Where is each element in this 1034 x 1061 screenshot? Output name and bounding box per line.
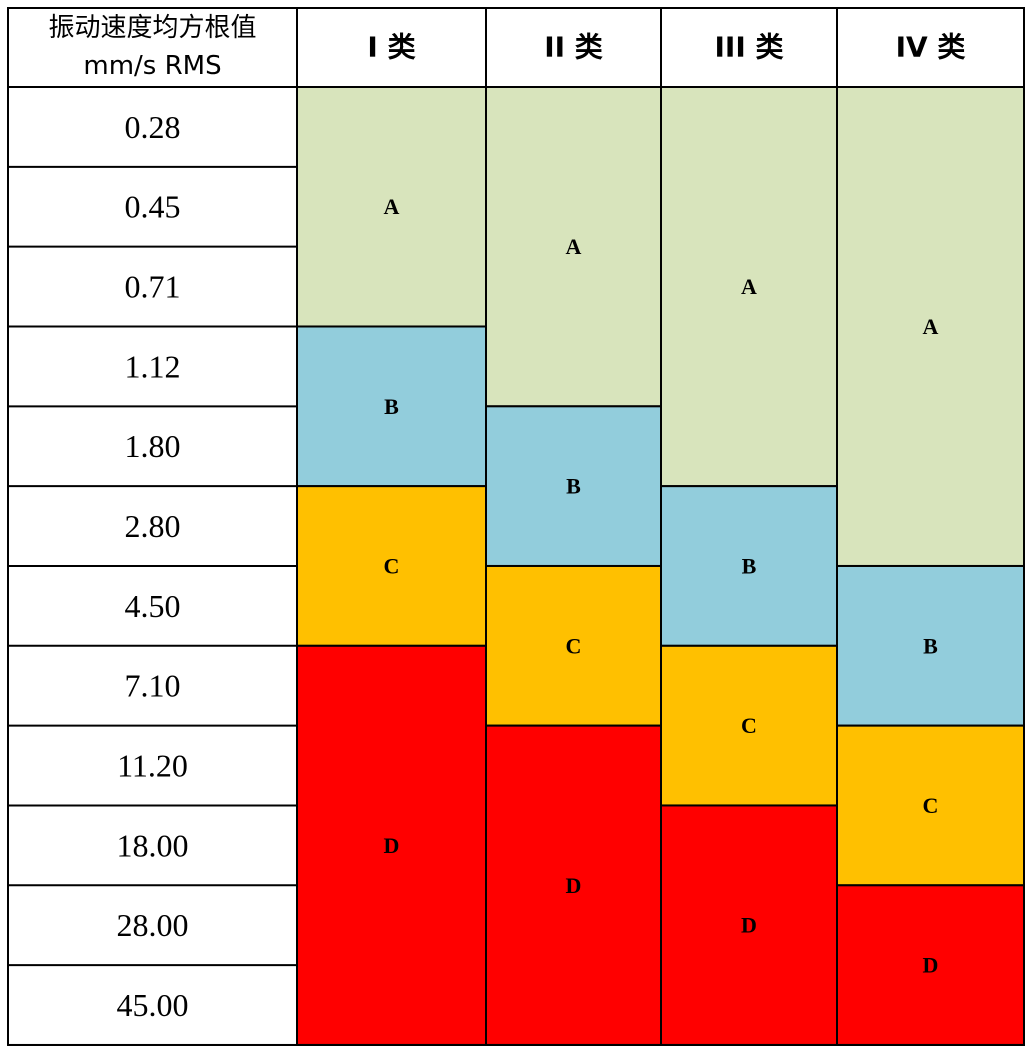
zone-d-label: D xyxy=(923,953,939,978)
zone-c-label: C xyxy=(566,633,582,658)
row-value-label: 11.20 xyxy=(117,748,188,784)
row-cell xyxy=(8,486,297,566)
zone-a-block xyxy=(296,86,487,328)
row-header-title: 振动速度均方根值 xyxy=(48,13,256,43)
row-value-label: 28.00 xyxy=(117,907,189,943)
row-header-unit: mm/s RMS xyxy=(83,51,221,81)
zone-d-label: D xyxy=(384,833,400,858)
row-cell xyxy=(8,406,297,487)
row-cell xyxy=(8,645,297,726)
column-header-2: II 类 xyxy=(544,31,603,64)
zone-b-label: B xyxy=(566,474,581,499)
zone-c-block xyxy=(660,644,838,807)
row-cell xyxy=(8,326,297,407)
zone-a-label: A xyxy=(741,274,757,299)
row-cell xyxy=(8,87,297,167)
row-value-label: 2.80 xyxy=(125,508,181,544)
row-value-label: 1.80 xyxy=(125,428,181,464)
zone-b-block xyxy=(660,485,838,647)
zone-a-label: A xyxy=(923,314,939,339)
zone-a-label: A xyxy=(384,194,400,219)
zone-d-block xyxy=(296,644,487,1046)
row-value-label: 7.10 xyxy=(125,668,181,704)
zone-b-block xyxy=(836,564,1025,727)
zone-a-label: A xyxy=(566,234,582,259)
header-row xyxy=(8,8,1024,87)
row-cell xyxy=(8,565,297,646)
zone-b-label: B xyxy=(923,633,938,658)
zone-c-block xyxy=(296,485,487,647)
table-border xyxy=(7,7,1025,1046)
row-value-label: 0.28 xyxy=(125,109,181,145)
row-value-label: 18.00 xyxy=(117,827,189,863)
row-value-label: 0.45 xyxy=(125,189,181,225)
zone-c-label: C xyxy=(384,553,400,578)
row-cell xyxy=(8,725,297,806)
row-value-label: 45.00 xyxy=(117,987,189,1023)
row-cell xyxy=(8,885,297,966)
zone-b-label: B xyxy=(742,553,757,578)
zone-b-label: B xyxy=(384,394,399,419)
row-value-label: 4.50 xyxy=(125,588,181,624)
column-header-1: I 类 xyxy=(367,31,415,64)
row-cell xyxy=(8,166,297,247)
row-cell xyxy=(8,805,297,886)
zone-d-block xyxy=(660,804,838,1046)
row-value-label: 1.12 xyxy=(125,348,181,384)
row-cell xyxy=(8,246,297,327)
zone-c-label: C xyxy=(923,793,939,818)
row-value-label: 0.71 xyxy=(125,269,181,305)
zone-d-label: D xyxy=(741,913,757,938)
zone-c-label: C xyxy=(741,713,757,738)
column-header-3: III 类 xyxy=(714,31,783,64)
row-cell xyxy=(8,965,297,1045)
column-header-4: IV 类 xyxy=(896,31,966,64)
zone-d-block xyxy=(485,724,662,1046)
zone-d-label: D xyxy=(566,873,582,898)
zone-d-block xyxy=(836,884,1025,1046)
